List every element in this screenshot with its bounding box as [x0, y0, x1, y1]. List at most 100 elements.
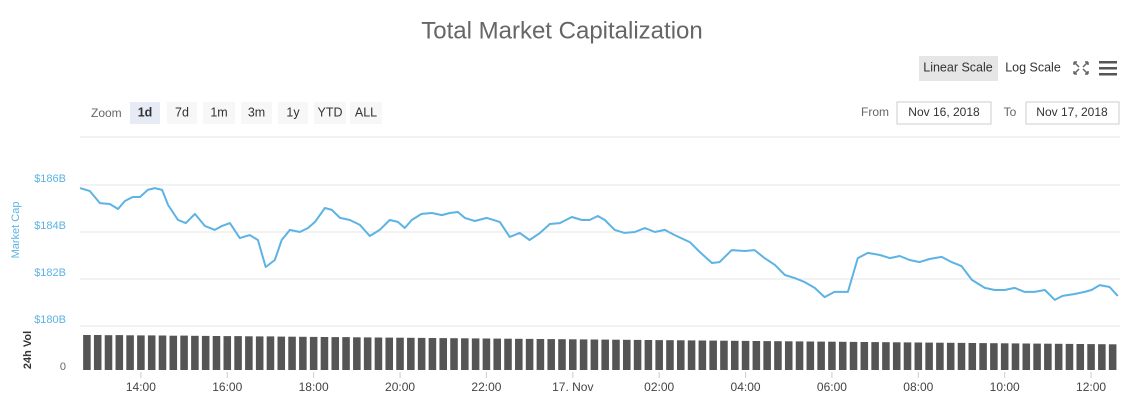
volume-bar: [957, 342, 966, 370]
volume-bar: [104, 335, 113, 370]
volume-bar: [622, 339, 631, 370]
zoom-button[interactable]: [167, 102, 197, 124]
volume-bar: [1033, 343, 1041, 370]
volume-bar: [363, 337, 372, 370]
volume-bar: [169, 335, 178, 370]
volume-bar: [245, 336, 253, 370]
menu-icon[interactable]: [1099, 61, 1117, 76]
zoom-button-label[interactable]: YTD: [318, 105, 343, 119]
zoom-button[interactable]: [314, 102, 346, 124]
volume-bar: [83, 335, 91, 370]
zoom-buttons: 1d 7d 1m 3m 1y YTD ALL: [130, 102, 382, 124]
volume-bar: [990, 343, 998, 370]
volume-bar: [558, 339, 566, 370]
volume-bar: [752, 341, 761, 370]
volume-bar: [288, 336, 296, 370]
volume-bar: [1022, 343, 1031, 370]
volume-bar: [396, 337, 404, 370]
volume-bar: [331, 337, 340, 370]
zoom-button-label[interactable]: 1y: [286, 105, 300, 119]
volume-bar: [979, 343, 987, 370]
volume-bar: [126, 335, 134, 370]
volume-bar: [158, 335, 167, 370]
zoom-button-label[interactable]: 1m: [210, 105, 227, 119]
volume-bar: [741, 340, 750, 370]
volume-bar: [828, 341, 836, 370]
volume-bar: [1108, 344, 1117, 370]
volume-bar: [784, 341, 793, 370]
volume-bar: [838, 341, 847, 370]
volume-bar: [774, 341, 782, 370]
volume-bar: [698, 340, 707, 370]
volume-bar: [385, 337, 394, 370]
volume-bar: [417, 337, 426, 370]
volume-bar: [1000, 343, 1009, 370]
volume-bar: [137, 335, 145, 370]
zoom-button[interactable]: [350, 102, 382, 124]
volume-bar: [817, 341, 825, 370]
to-label: To: [1004, 105, 1017, 119]
volume-bar: [763, 341, 771, 370]
volume-bar: [320, 337, 329, 370]
x-tick-label: 12:00: [1076, 380, 1106, 394]
to-value[interactable]: Nov 17, 2018: [1036, 105, 1108, 119]
volume-bar: [644, 340, 653, 370]
volume-bar: [903, 342, 912, 370]
volume-bar: [720, 340, 728, 370]
volume-bar: [590, 339, 599, 370]
volume-bar: [212, 336, 221, 370]
volume-bar: [1044, 343, 1052, 370]
volume-bar: [223, 336, 232, 370]
linear-scale-label[interactable]: Linear Scale: [923, 60, 993, 74]
volume-bar: [450, 338, 458, 370]
fullscreen-icon[interactable]: [1073, 61, 1089, 75]
zoom-button-label[interactable]: 1d: [138, 105, 153, 119]
volume-bar: [1098, 344, 1106, 370]
volume-bar: [892, 342, 901, 370]
volume-bar: [115, 335, 124, 370]
linear-scale-button[interactable]: [919, 56, 998, 81]
volume-bar: [147, 335, 156, 370]
zoom-button[interactable]: [241, 102, 272, 124]
from-value[interactable]: Nov 16, 2018: [908, 105, 980, 119]
x-tick-label: 18:00: [299, 380, 329, 394]
zoom-button[interactable]: [203, 102, 235, 124]
volume-bar: [353, 337, 361, 370]
log-scale-label[interactable]: Log Scale: [1005, 60, 1061, 74]
zoom-button-label[interactable]: 7d: [175, 105, 189, 119]
volume-bar: [612, 339, 620, 370]
volume-bar: [482, 338, 491, 370]
y-tick-label: $182B: [34, 267, 66, 279]
zoom-button[interactable]: [278, 102, 308, 124]
volume-bar: [1054, 343, 1063, 370]
volume-bar: [968, 343, 977, 370]
volume-bar: [461, 338, 469, 370]
x-tick-label: 16:00: [212, 380, 242, 394]
to-input[interactable]: [1025, 101, 1120, 125]
volume-bar: [655, 340, 663, 370]
volume-bar: [374, 337, 383, 370]
y-tick-label: $184B: [34, 220, 66, 232]
volume-bar: [730, 340, 739, 370]
volume-bar: [515, 338, 523, 370]
volume-bar: [525, 338, 534, 370]
volume-axis-title: 24h Vol: [22, 331, 34, 369]
from-input[interactable]: [896, 101, 992, 125]
volume-bar: [882, 342, 890, 370]
volume-bar: [709, 340, 717, 370]
volume-bar: [255, 336, 264, 370]
chart-title: Total Market Capitalization: [421, 17, 702, 44]
zoom-button-label[interactable]: ALL: [355, 105, 377, 119]
volume-bar: [536, 339, 545, 370]
y-tick-label: $180B: [34, 314, 66, 326]
volume-bar: [428, 338, 437, 370]
zoom-button-label[interactable]: 3m: [248, 105, 265, 119]
volume-bar: [180, 335, 188, 370]
from-label: From: [861, 105, 889, 119]
volume-bar: [936, 342, 944, 370]
zoom-button[interactable]: [130, 102, 160, 124]
volume-bar: [914, 342, 923, 370]
volume-bar: [504, 338, 512, 370]
